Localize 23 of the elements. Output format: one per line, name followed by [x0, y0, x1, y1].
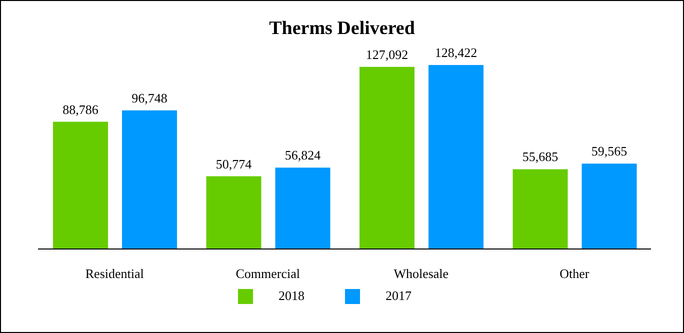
data-label: 50,774	[216, 156, 252, 172]
legend-label: 2018	[278, 288, 304, 304]
data-label: 96,748	[132, 90, 168, 106]
bar	[428, 65, 484, 249]
data-label: 127,092	[366, 46, 408, 62]
data-label: 56,824	[284, 148, 322, 163]
x-tick-label: Wholesale	[394, 266, 449, 282]
x-tick-label: Residential	[85, 266, 144, 282]
data-label: 88,786	[62, 102, 99, 117]
x-tick-label: Other	[560, 266, 590, 282]
bar	[360, 66, 414, 249]
data-label: 128,422	[434, 45, 478, 60]
chart-title: Therms Delivered	[268, 18, 416, 40]
x-tick-label: Commercial	[236, 266, 300, 282]
bar	[512, 169, 568, 249]
bar	[206, 176, 262, 249]
bar	[582, 164, 637, 249]
bar	[53, 122, 108, 249]
legend-label: 2017	[386, 288, 412, 304]
bar	[275, 168, 330, 249]
bar	[122, 110, 177, 249]
data-label: 59,565	[591, 144, 628, 159]
data-label: 55,685	[522, 149, 558, 164]
